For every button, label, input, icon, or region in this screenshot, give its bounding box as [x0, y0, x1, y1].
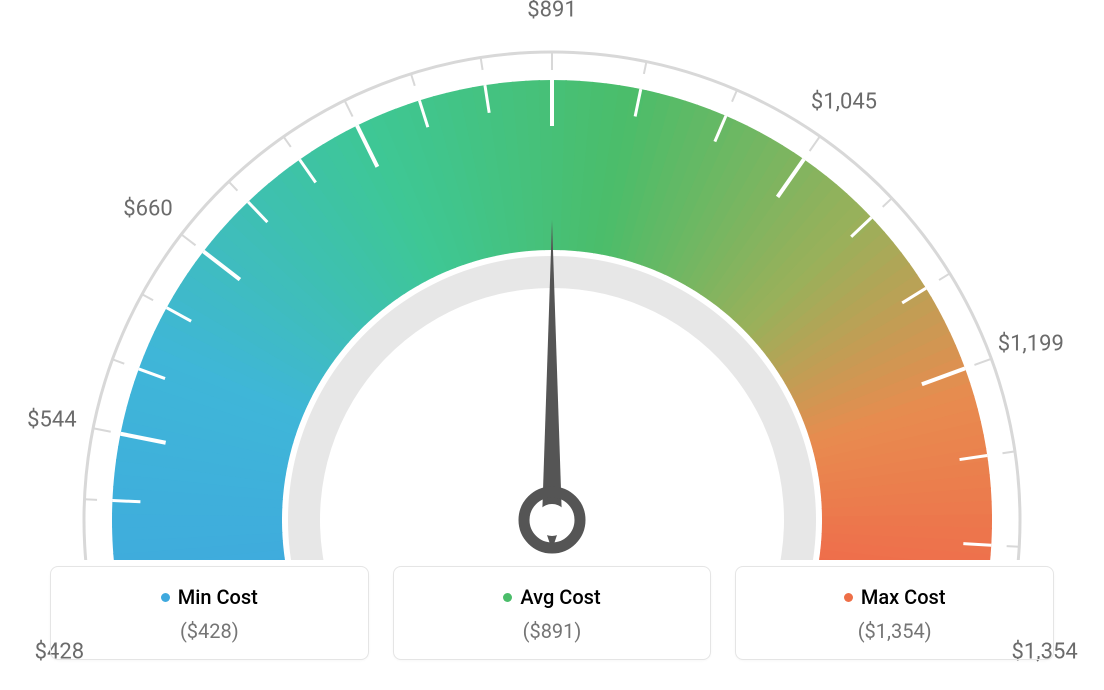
legend-card-min: Min Cost ($428)	[50, 566, 369, 660]
legend-label: Max Cost	[861, 585, 946, 609]
tick-label: $1,045	[811, 89, 877, 114]
legend-title-max: Max Cost	[844, 585, 946, 609]
chart-container: $428$544$660$891$1,045$1,199$1,354 Min C…	[0, 0, 1104, 690]
legend-title-min: Min Cost	[161, 585, 258, 609]
legend-title-avg: Avg Cost	[503, 585, 600, 609]
legend-label: Min Cost	[178, 585, 258, 609]
dot-icon	[161, 593, 170, 602]
legend-label: Avg Cost	[520, 585, 600, 609]
gauge-area: $428$544$660$891$1,045$1,199$1,354	[0, 0, 1104, 560]
legend-value: ($428)	[51, 619, 368, 643]
tick-label: $660	[123, 196, 172, 221]
gauge-svg	[0, 0, 1104, 560]
legend-value: ($891)	[394, 619, 711, 643]
dot-icon	[503, 593, 512, 602]
dot-icon	[844, 593, 853, 602]
tick-label: $544	[27, 408, 76, 433]
tick-label: $891	[527, 0, 576, 23]
legend-card-avg: Avg Cost ($891)	[393, 566, 712, 660]
legend-card-max: Max Cost ($1,354)	[735, 566, 1054, 660]
legend-row: Min Cost ($428) Avg Cost ($891) Max Cost…	[50, 566, 1054, 660]
legend-value: ($1,354)	[736, 619, 1053, 643]
tick-label: $1,199	[998, 332, 1064, 357]
